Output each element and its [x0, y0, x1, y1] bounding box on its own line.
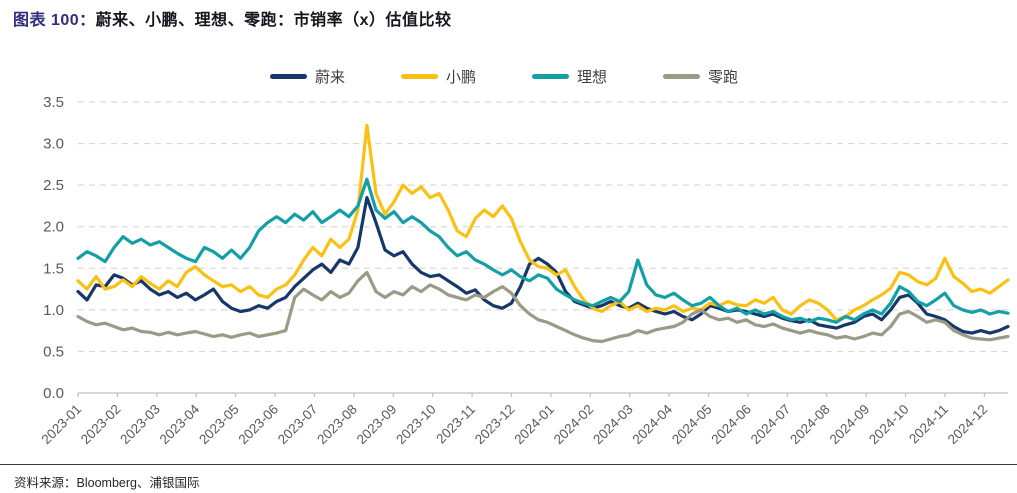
y-axis-label: 2.0 [43, 219, 64, 236]
legend-swatch-icon [270, 74, 307, 79]
x-axis-label: 2024-03 [590, 402, 636, 448]
x-axis-label: 2023-06 [236, 402, 282, 448]
legend-label: 蔚来 [315, 69, 346, 86]
source-footer: 资料来源：Bloomberg、浦银国际 [0, 464, 1017, 493]
chart-title: 图表 100：蔚来、小鹏、理想、零跑：市销率（x）估值比较 [13, 6, 452, 30]
y-axis-label: 3.5 [43, 94, 64, 111]
x-axis-label: 2024-04 [630, 401, 676, 447]
line-chart: 0.00.51.01.52.02.53.03.52023-012023-0220… [38, 94, 1010, 448]
x-axis-label: 2024-02 [551, 402, 597, 448]
x-axis-label: 2023-11 [433, 402, 478, 447]
legend-item: 蔚来 [270, 66, 345, 87]
y-axis-label: 1.5 [43, 260, 64, 277]
y-axis-label: 3.0 [43, 136, 64, 153]
source-note: 资料来源：Bloomberg、浦银国际 [14, 472, 199, 491]
legend-swatch-icon [663, 74, 701, 79]
legend: 蔚来 小鹏 理想 零跑 [270, 66, 738, 87]
x-axis-label: 2024-07 [748, 402, 794, 448]
x-axis-label: 2023-10 [393, 402, 439, 448]
series-line-蔚来 [76, 196, 1010, 335]
series-line-小鹏 [76, 123, 1010, 322]
legend-item: 零跑 [663, 66, 738, 87]
x-axis-label: 2024-12 [945, 402, 991, 448]
legend-item: 理想 [532, 66, 607, 87]
x-axis-label: 2024-06 [708, 402, 754, 448]
figure-number: 图表 100： [13, 12, 96, 29]
x-axis-label: 2024-01 [511, 402, 557, 448]
series-line-零跑 [76, 270, 1010, 344]
x-axis-label: 2023-04 [157, 401, 203, 447]
x-axis-label: 2024-10 [866, 402, 912, 448]
x-axis-label: 2023-12 [472, 402, 518, 448]
x-axis-label: 2023-01 [38, 402, 84, 448]
y-axis-label: 0.0 [43, 385, 64, 402]
legend-label: 零跑 [708, 69, 739, 86]
x-axis-label: 2024-09 [827, 402, 873, 448]
x-axis-label: 2023-05 [196, 402, 242, 448]
x-axis-label: 2023-08 [314, 402, 360, 448]
legend-label: 小鹏 [446, 69, 477, 86]
y-axis-label: 1.0 [43, 302, 64, 319]
legend-swatch-icon [401, 74, 439, 79]
x-axis-label: 2024-11 [906, 402, 951, 447]
source-text: Bloomberg、浦银国际 [76, 476, 200, 490]
x-axis-label: 2023-03 [117, 402, 163, 448]
legend-item: 小鹏 [401, 66, 476, 87]
x-axis-label: 2023-02 [78, 402, 124, 448]
x-axis-label: 2024-08 [787, 402, 833, 448]
y-axis-label: 2.5 [43, 177, 64, 194]
series-line-理想 [76, 177, 1010, 324]
legend-swatch-icon [532, 74, 570, 79]
x-axis-label: 2023-09 [354, 402, 400, 448]
x-axis-label: 2023-07 [275, 402, 321, 448]
figure-caption: 蔚来、小鹏、理想、零跑：市销率（x）估值比较 [95, 12, 452, 29]
x-axis-label: 2024-05 [669, 402, 715, 448]
y-axis-label: 0.5 [43, 343, 64, 360]
source-label: 资料来源： [14, 476, 77, 490]
legend-label: 理想 [577, 69, 608, 86]
